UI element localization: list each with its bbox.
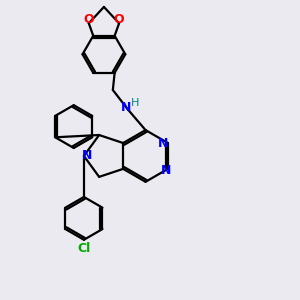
Text: O: O: [83, 13, 94, 26]
Text: N: N: [121, 101, 131, 114]
Text: N: N: [158, 136, 169, 149]
Text: O: O: [114, 13, 124, 26]
Text: Cl: Cl: [77, 242, 91, 255]
Text: N: N: [82, 149, 93, 162]
Text: N: N: [161, 164, 172, 177]
Text: H: H: [131, 98, 139, 108]
